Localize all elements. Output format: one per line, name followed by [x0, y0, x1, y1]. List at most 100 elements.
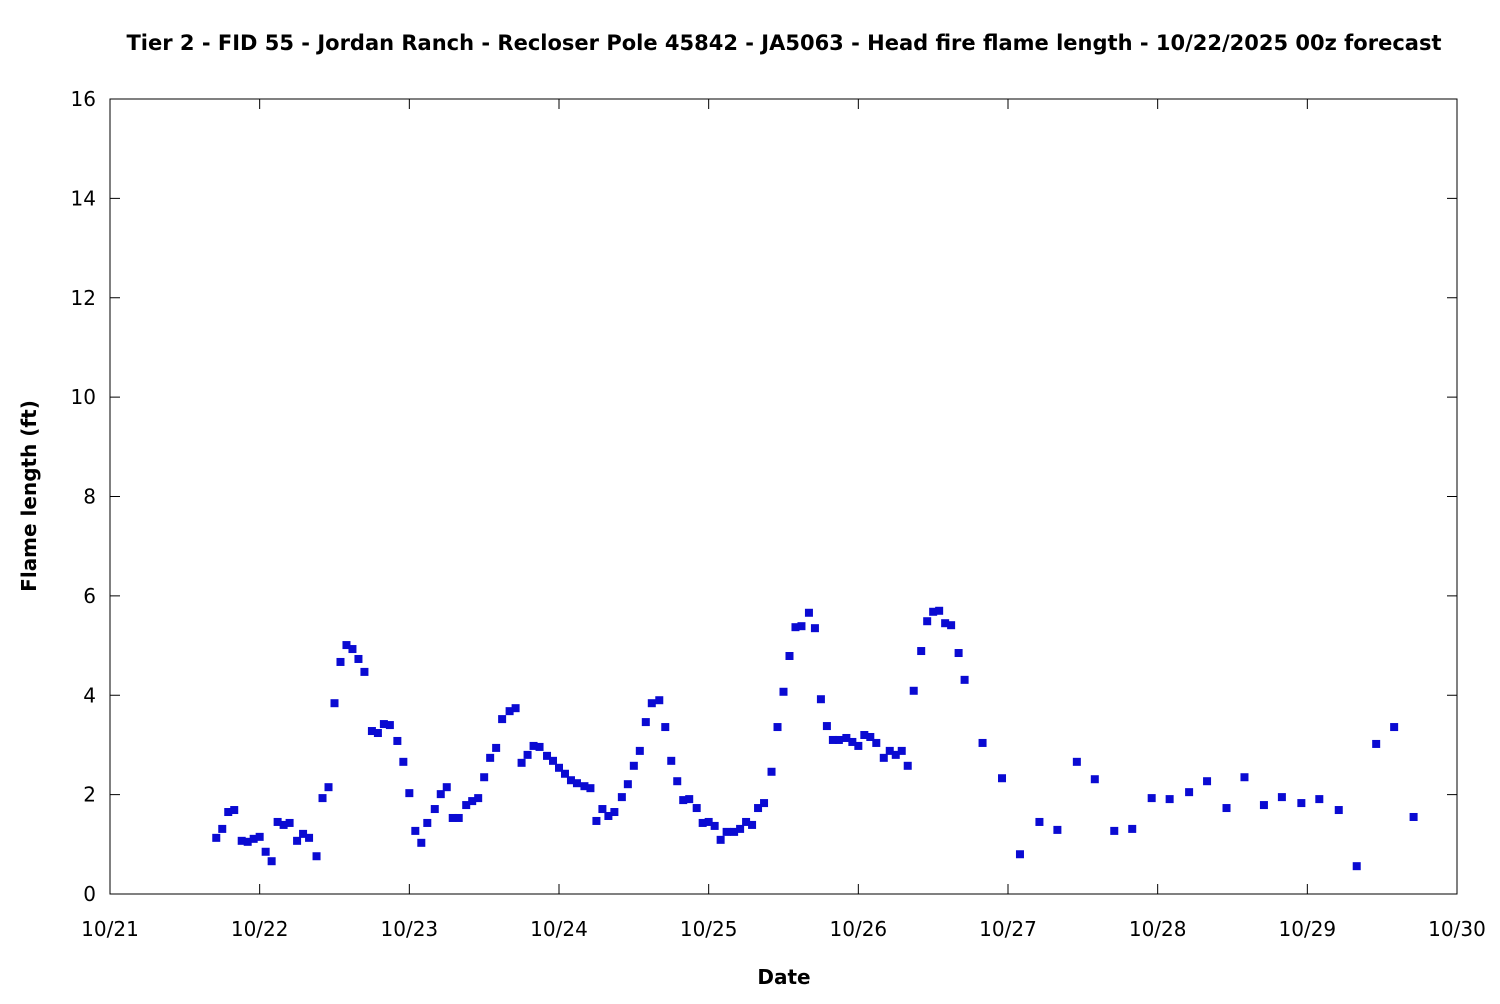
point — [230, 806, 239, 815]
point — [885, 746, 894, 755]
point — [324, 783, 333, 792]
point — [854, 741, 863, 750]
y-tick-label: 12 — [71, 286, 96, 310]
x-tick-label: 10/28 — [1129, 917, 1187, 941]
x-tick-label: 10/22 — [231, 917, 289, 941]
point — [312, 852, 321, 861]
point — [560, 769, 569, 778]
point — [736, 824, 745, 833]
point — [610, 808, 619, 817]
point — [1372, 739, 1381, 748]
point — [423, 818, 432, 827]
point — [279, 820, 288, 829]
point — [960, 675, 969, 684]
point — [299, 829, 308, 838]
y-tick-label: 14 — [71, 186, 96, 210]
point — [1165, 795, 1174, 804]
point — [722, 827, 731, 836]
point — [1222, 804, 1231, 813]
point — [249, 834, 258, 843]
x-tick-label: 10/25 — [680, 917, 738, 941]
point — [834, 735, 843, 744]
point — [411, 826, 420, 835]
point — [385, 721, 394, 730]
x-tick-label: 10/23 — [381, 917, 439, 941]
point — [360, 667, 369, 676]
point — [903, 761, 912, 770]
point — [998, 774, 1007, 783]
point — [498, 715, 507, 724]
point — [1035, 817, 1044, 826]
point — [1147, 794, 1156, 803]
point — [810, 624, 819, 633]
point — [797, 622, 806, 631]
point — [474, 794, 483, 803]
point — [354, 654, 363, 663]
point — [505, 707, 514, 716]
point — [947, 621, 956, 630]
point — [742, 817, 751, 826]
point — [293, 836, 302, 845]
point — [679, 796, 688, 805]
point — [580, 782, 589, 791]
point — [1185, 788, 1194, 797]
point — [454, 813, 463, 822]
point — [828, 735, 837, 744]
point — [692, 804, 701, 813]
point — [604, 811, 613, 820]
point — [635, 746, 644, 755]
y-tick-label: 0 — [83, 882, 96, 906]
point — [754, 804, 763, 813]
point — [773, 723, 782, 732]
point — [348, 645, 357, 654]
x-tick-label: 10/27 — [979, 917, 1037, 941]
y-tick-label: 2 — [83, 783, 96, 807]
point — [909, 686, 918, 695]
point — [1297, 799, 1306, 808]
point — [730, 827, 739, 836]
point — [237, 836, 246, 845]
point — [647, 699, 656, 708]
point — [848, 737, 857, 746]
point — [1315, 795, 1324, 804]
point — [917, 647, 926, 656]
point — [379, 720, 388, 729]
point — [767, 767, 776, 776]
point — [566, 776, 575, 785]
point — [555, 763, 563, 772]
point — [543, 751, 552, 760]
point — [436, 790, 445, 799]
point — [592, 816, 601, 825]
point — [1409, 812, 1418, 821]
point — [760, 799, 769, 808]
point — [598, 805, 607, 814]
point — [305, 833, 314, 842]
point — [399, 757, 408, 766]
point — [791, 623, 800, 632]
point — [535, 742, 544, 751]
point — [468, 797, 477, 806]
point — [480, 773, 489, 782]
point — [1072, 757, 1081, 766]
point — [1259, 801, 1268, 810]
point — [822, 722, 831, 731]
point — [710, 821, 719, 830]
point — [273, 817, 282, 826]
point — [523, 750, 532, 759]
point — [785, 651, 794, 660]
point — [891, 750, 900, 759]
point — [1334, 806, 1343, 815]
point — [1352, 862, 1361, 871]
point — [218, 824, 227, 833]
point — [517, 758, 526, 767]
point — [879, 753, 888, 762]
point — [929, 607, 938, 616]
point — [373, 729, 382, 738]
y-tick-label: 16 — [71, 87, 96, 111]
point — [941, 619, 950, 628]
x-tick-label: 10/30 — [1428, 917, 1486, 941]
x-tick-label: 10/29 — [1279, 917, 1337, 941]
point — [1053, 825, 1062, 834]
